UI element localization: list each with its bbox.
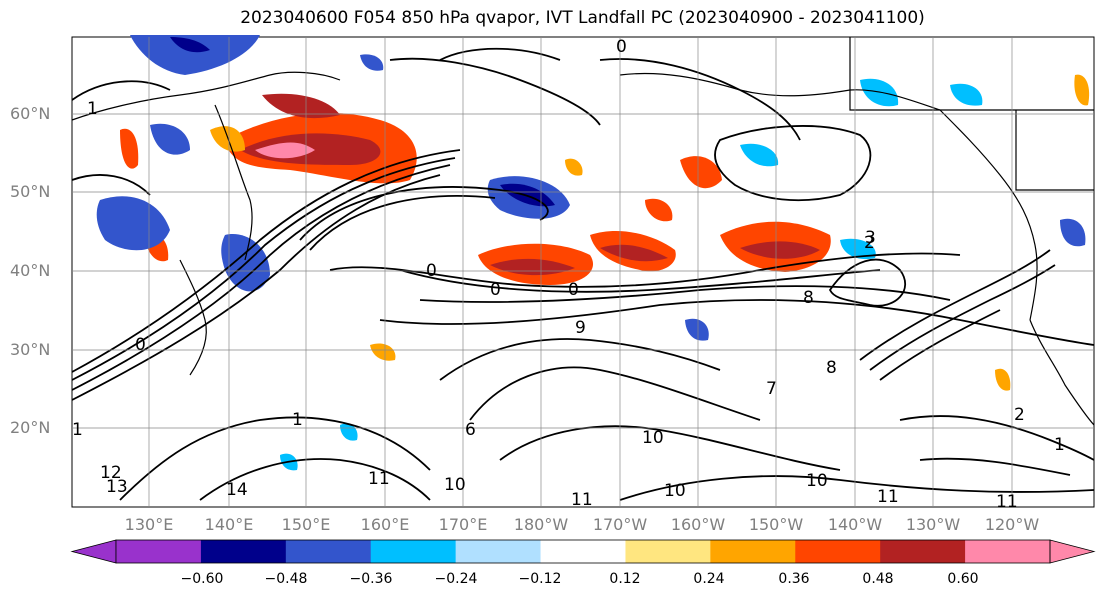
contour-label: 11 xyxy=(368,469,390,489)
colorbar-segment xyxy=(625,540,711,563)
colorbar-segment xyxy=(880,540,966,563)
contour-label: 3 xyxy=(865,228,876,248)
lon-label: 170°E xyxy=(438,515,488,534)
contour-label: 0 xyxy=(568,280,579,300)
colorbar-tick-label: 0.48 xyxy=(862,571,894,587)
contour-label: 13 xyxy=(106,477,128,497)
contour-label: 1 xyxy=(1054,435,1065,455)
lat-label: 50°N xyxy=(10,182,51,201)
contour-label: 2 xyxy=(864,233,875,253)
colorbar-extend-low xyxy=(70,539,117,564)
lon-label: 160°W xyxy=(670,515,726,534)
lon-label: 170°W xyxy=(592,515,648,534)
contour-label: 12 xyxy=(100,463,122,483)
colorbar-segment xyxy=(710,540,796,563)
contour-label: 9 xyxy=(575,318,586,338)
colorbar-outline xyxy=(115,539,1051,564)
lat-label: 60°N xyxy=(10,104,51,123)
contour-label: 10 xyxy=(806,471,828,491)
colorbar-tick-label: −0.24 xyxy=(434,571,478,587)
contour-label: 10 xyxy=(664,481,686,501)
lat-label: 40°N xyxy=(10,261,51,280)
colorbar-segment xyxy=(455,540,542,563)
colorbar-tick-label: 0.36 xyxy=(778,571,810,587)
contour-label: 11 xyxy=(877,487,899,507)
contour-label: 10 xyxy=(642,428,664,448)
colorbar-tick-label: 0.60 xyxy=(947,571,979,587)
lon-label: 180°W xyxy=(513,515,569,534)
lon-label: 140°W xyxy=(827,515,883,534)
gridlines xyxy=(72,37,1094,507)
contour-label: 10 xyxy=(444,475,466,495)
contour-label: 0 xyxy=(426,261,437,281)
lat-label: 20°N xyxy=(10,418,51,437)
shading-layer xyxy=(96,35,1090,471)
colorbar-segment xyxy=(795,540,881,563)
colorbar-segment xyxy=(540,540,626,563)
colorbar-tick-label: −0.12 xyxy=(518,571,562,587)
colorbar-segment xyxy=(116,540,202,563)
contour-labels: 0 0 1 0 0 0 2 9 3 8 8 10 10 11 11 11 11 … xyxy=(72,37,1065,512)
contour-label: 6 xyxy=(465,420,476,440)
lon-label: 150°W xyxy=(748,515,804,534)
lon-label: 120°W xyxy=(984,515,1040,534)
map-title: 2023040600 F054 850 hPa qvapor, IVT Land… xyxy=(240,8,925,28)
contour-label: 11 xyxy=(996,492,1018,512)
contour-label: 0 xyxy=(490,280,501,300)
lat-label: 30°N xyxy=(10,340,51,359)
contour-label: 8 xyxy=(826,358,837,378)
contour-label: 1 xyxy=(72,420,83,440)
contour-label: 1 xyxy=(87,99,98,119)
colorbar-extend-high xyxy=(1049,539,1096,564)
lon-label: 130°E xyxy=(124,515,174,534)
contour-label: 7 xyxy=(766,379,777,399)
colorbar-tick-label: −0.36 xyxy=(349,571,393,587)
contour-label: 14 xyxy=(226,480,248,500)
colorbar-tick-label: 0.24 xyxy=(693,571,725,587)
colorbar-segment xyxy=(965,540,1051,563)
contour-label: 8 xyxy=(803,288,814,308)
colorbar-tick-label: −0.48 xyxy=(264,571,308,587)
coastline-layer xyxy=(71,37,1095,426)
colorbar-tick-label: −0.60 xyxy=(180,571,224,587)
contour-label: 0 xyxy=(616,37,627,57)
colorbar-tick-label: 0.12 xyxy=(609,571,641,587)
colorbar xyxy=(70,539,1096,564)
colorbar-segment xyxy=(285,540,372,563)
contour-label: 11 xyxy=(571,490,593,510)
colorbar-segment xyxy=(200,540,287,563)
lon-label: 140°E xyxy=(204,515,254,534)
contour-label: 1 xyxy=(292,410,303,430)
contour-label: 0 xyxy=(135,335,146,355)
lon-label: 150°E xyxy=(281,515,331,534)
lon-label: 130°W xyxy=(905,515,961,534)
lon-label: 160°E xyxy=(360,515,410,534)
contour-label: 2 xyxy=(1014,405,1025,425)
colorbar-segment xyxy=(370,540,457,563)
